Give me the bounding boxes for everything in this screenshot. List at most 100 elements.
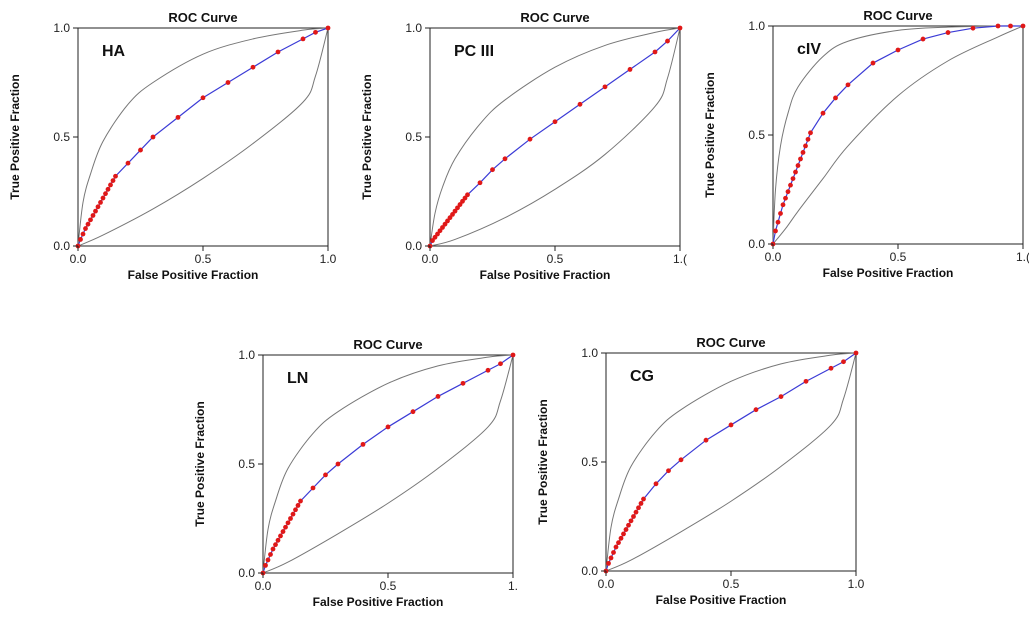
roc-point: [790, 176, 796, 182]
roc-point: [462, 195, 468, 201]
roc-point: [450, 211, 455, 217]
roc-point: [290, 511, 296, 517]
roc-point: [616, 540, 621, 546]
roc-point: [783, 195, 788, 201]
x-tick-label: 0.0: [765, 250, 782, 264]
roc-point: [103, 191, 108, 197]
roc-chart: ROC Curve CG 0.0 0.5 1.0 0.0 0.5 1.0 False Posit…: [536, 335, 865, 607]
roc-point: [323, 472, 328, 478]
roc-chart: ROC Curve cIV 0.0 0.5 1.(0.0 0.5 1.0 False Posi…: [703, 8, 1029, 280]
x-tick-label: 1.(: [1016, 250, 1029, 264]
roc-point: [870, 60, 876, 66]
roc-point: [798, 156, 803, 162]
chart-title: ROC Curve: [863, 8, 932, 23]
roc-point: [108, 182, 113, 188]
roc-point: [250, 64, 256, 70]
chart-title: ROC Curve: [520, 10, 589, 25]
roc-point: [753, 407, 759, 413]
roc-point: [920, 36, 926, 42]
confidence-band-upper: [262, 354, 514, 574]
roc-point: [613, 544, 619, 550]
roc-point: [510, 352, 516, 358]
panel-label: cIV: [797, 41, 821, 58]
roc-point: [93, 208, 98, 214]
roc-point: [225, 80, 231, 85]
roc-point: [621, 531, 626, 537]
roc-point: [805, 136, 811, 142]
roc-point: [325, 25, 331, 31]
roc-point: [432, 234, 438, 240]
roc-point: [313, 29, 318, 35]
x-tick-label: 0.0: [422, 252, 439, 266]
y-tick-label: 1.0: [581, 346, 598, 360]
roc-point: [95, 204, 101, 210]
roc-point: [803, 378, 809, 384]
roc-point: [437, 228, 443, 234]
panel-label: PC III: [454, 43, 494, 60]
confidence-band-lower: [772, 25, 1024, 245]
x-tick-label: 0.5: [195, 252, 212, 266]
roc-point: [310, 485, 316, 491]
roc-point: [775, 219, 781, 225]
x-axis-label: False Positive Fraction: [656, 593, 787, 607]
roc-point: [800, 150, 806, 155]
roc-point: [125, 160, 131, 166]
x-tick-label: 0.0: [598, 577, 615, 591]
x-tick-label: 0.5: [723, 577, 740, 591]
confidence-band-lower: [262, 354, 514, 574]
y-axis-label: True Positive Fraction: [360, 74, 374, 199]
roc-point: [83, 226, 88, 231]
roc-point: [430, 238, 435, 243]
roc-point: [90, 213, 96, 218]
x-axis-label: False Positive Fraction: [128, 268, 259, 282]
roc-point: [268, 552, 273, 557]
roc-point: [100, 195, 106, 201]
roc-point: [845, 82, 851, 88]
roc-point: [485, 367, 491, 373]
y-tick-label: 0.0: [405, 239, 422, 253]
roc-point: [841, 359, 846, 365]
roc-point: [638, 501, 644, 506]
roc-point: [447, 215, 453, 221]
roc-point: [490, 167, 495, 173]
plot-frame: [605, 352, 857, 572]
panel-label: HA: [102, 43, 126, 60]
roc-chart-panel: ROC Curve CG 0.0 0.5 1.0 0.0 0.5 1.0 False Posit…: [528, 333, 865, 633]
roc-curve-line: [262, 354, 514, 574]
roc-point: [853, 350, 859, 356]
roc-point: [1020, 23, 1026, 29]
chart-title: ROC Curve: [353, 337, 422, 352]
roc-point: [608, 555, 614, 561]
roc-chart: ROC Curve LN 0.0 0.5 1. 0.0 0.5 1.0 False Positi…: [193, 337, 518, 609]
roc-point: [410, 409, 416, 415]
x-axis-label: False Positive Fraction: [480, 268, 611, 282]
roc-point: [631, 514, 636, 519]
roc-point: [527, 136, 533, 142]
roc-point: [636, 505, 641, 511]
roc-point: [627, 67, 633, 72]
roc-point: [85, 221, 91, 227]
confidence-band-upper: [605, 352, 857, 572]
roc-point: [440, 225, 445, 230]
roc-point: [703, 437, 709, 443]
roc-point: [803, 143, 808, 149]
roc-point: [298, 498, 303, 504]
y-tick-label: 0.5: [748, 128, 765, 142]
roc-point: [623, 527, 629, 532]
roc-point: [785, 189, 791, 195]
chart-title: ROC Curve: [168, 10, 237, 25]
roc-point: [460, 380, 466, 386]
roc-point: [110, 178, 116, 184]
roc-point: [628, 518, 634, 524]
y-axis-label: True Positive Fraction: [536, 399, 550, 524]
y-tick-label: 0.0: [238, 566, 255, 580]
y-tick-label: 1.0: [53, 21, 70, 35]
roc-point: [445, 218, 450, 224]
roc-point: [808, 130, 813, 136]
roc-point: [435, 394, 441, 399]
roc-point: [435, 231, 440, 237]
roc-point: [618, 535, 624, 541]
roc-point: [795, 163, 801, 168]
roc-point: [498, 361, 503, 367]
roc-point: [678, 457, 684, 463]
